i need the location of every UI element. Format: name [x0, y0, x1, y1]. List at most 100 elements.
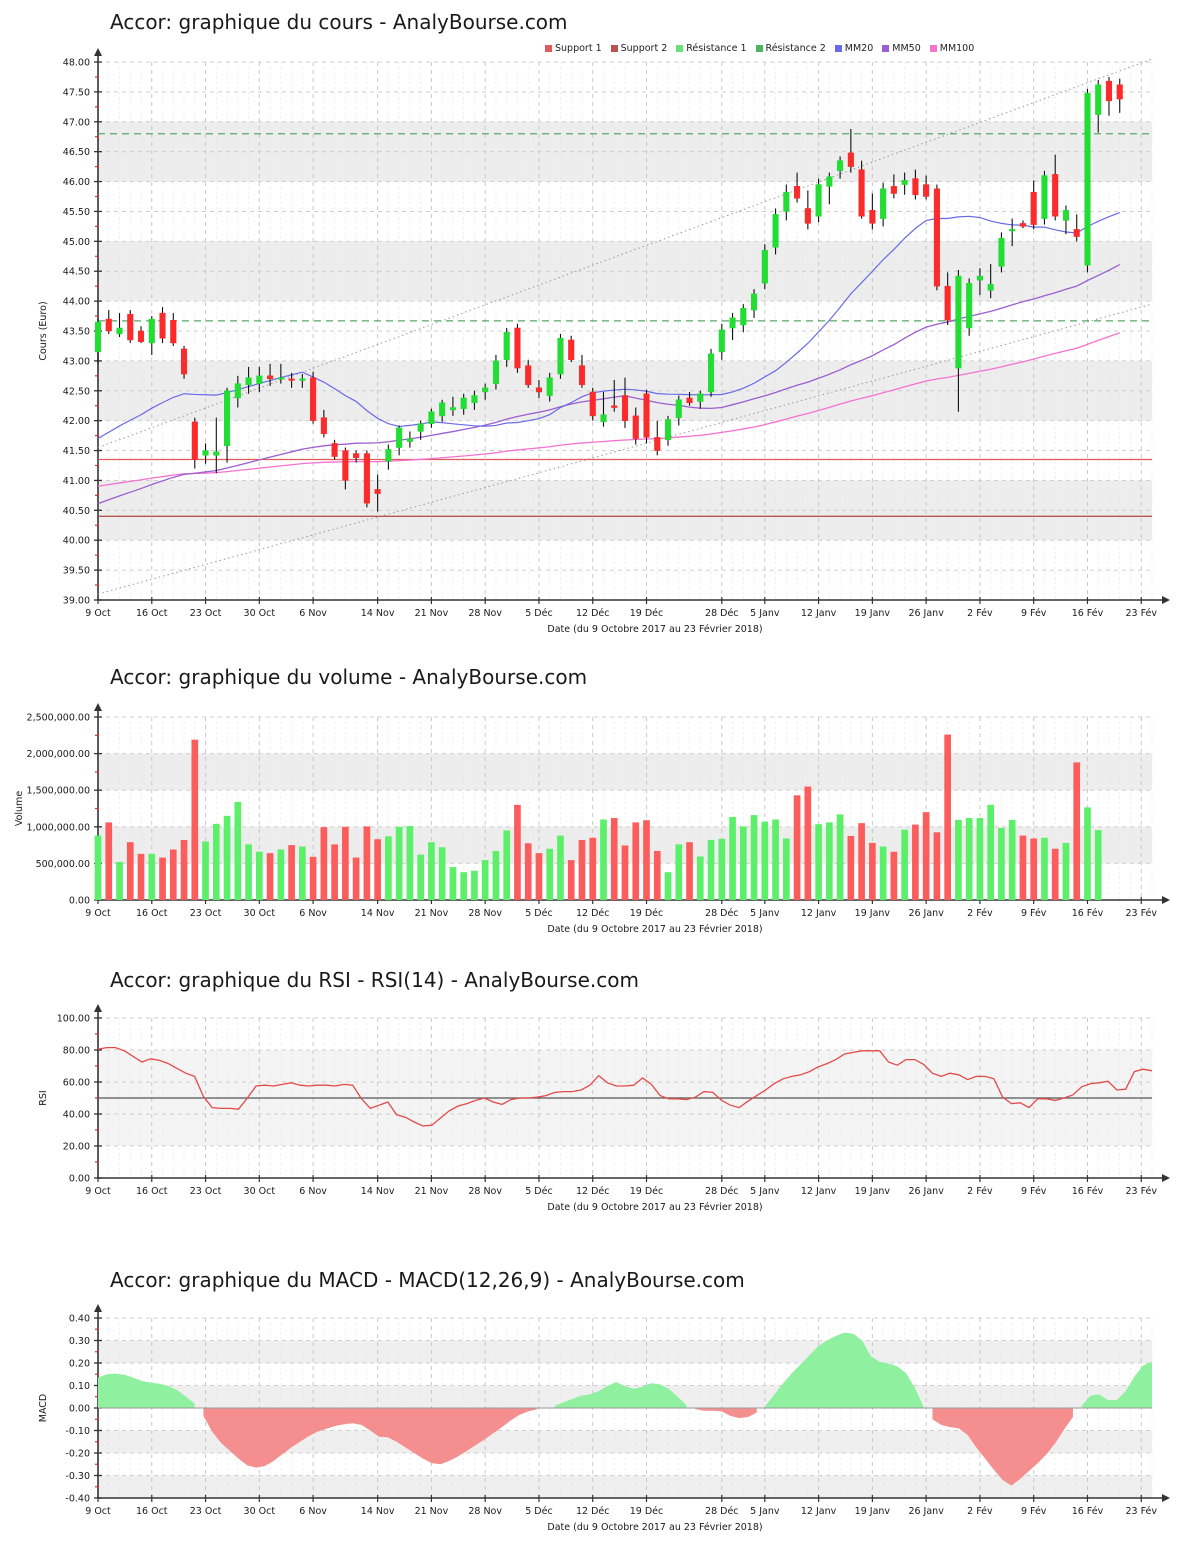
candle-body: [664, 419, 672, 441]
candlestick: [1116, 78, 1123, 113]
volume-bar: [578, 839, 586, 900]
candlestick: [804, 190, 811, 230]
macd-positive-area: [554, 1382, 687, 1408]
volume-bar: [976, 818, 984, 900]
x-tick-label: 5 Déc: [525, 1506, 552, 1517]
macd-band: [98, 1475, 1152, 1498]
legend-swatch-icon: [755, 45, 763, 52]
volume-bar: [266, 853, 274, 900]
x-tick-label: 28 Déc: [705, 908, 739, 919]
x-tick-label: 23 Oct: [190, 1506, 222, 1517]
candlestick: [116, 313, 123, 337]
candle-body: [578, 365, 586, 386]
legend-swatch-icon: [882, 45, 890, 52]
volume-bar: [718, 838, 726, 900]
candle-body: [342, 450, 349, 481]
candle-body: [729, 317, 736, 329]
candle-body: [944, 285, 951, 321]
candlestick: [406, 431, 413, 448]
volume-bar: [417, 854, 424, 900]
x-tick-label: 23 Fév: [1125, 1506, 1157, 1517]
candle-body: [783, 192, 790, 212]
x-tick-label: 28 Déc: [705, 1506, 739, 1517]
volume-bar: [342, 826, 349, 900]
macd-chart-title: Accor: graphique du MACD - MACD(12,26,9)…: [110, 1268, 745, 1292]
volume-bar: [159, 857, 166, 900]
candlestick: [159, 307, 166, 343]
x-tick-label: 12 Janv: [801, 1186, 837, 1197]
y-tick-label: 39.50: [63, 566, 90, 577]
y-axis-arrow-icon: [94, 1004, 102, 1012]
x-tick-label: 28 Nov: [468, 1186, 502, 1197]
y-tick-label: 0.00: [69, 1404, 90, 1415]
y-tick-label: 2,000,000.00: [27, 749, 90, 760]
x-tick-label: 12 Déc: [576, 608, 610, 619]
candlestick: [460, 393, 467, 415]
y-tick-label: 41.00: [63, 476, 90, 487]
candle-body: [740, 308, 747, 326]
price-band: [98, 121, 1152, 182]
y-axis-arrow-icon: [94, 48, 102, 56]
candle-body: [600, 414, 607, 423]
candlestick: [180, 345, 188, 379]
candlestick: [191, 417, 198, 469]
candle-body: [643, 393, 650, 438]
trend-channel-upper: [97, 58, 1153, 449]
candle-body: [320, 417, 327, 435]
volume-bar: [385, 836, 392, 900]
volume-bar: [137, 853, 145, 900]
legend-entry-1: Support 2: [610, 43, 667, 54]
x-tick-label: 26 Janv: [908, 608, 944, 619]
candlestick: [955, 270, 962, 412]
candle-body: [288, 378, 295, 381]
volume-bar: [1030, 838, 1038, 900]
candle-body: [267, 375, 274, 380]
candlestick: [94, 319, 102, 364]
candle-body: [1041, 175, 1048, 219]
volume-bar: [481, 860, 489, 900]
x-axis-title: Date (du 9 Octobre 2017 au 23 Février 20…: [547, 924, 762, 935]
candlestick: [557, 333, 564, 379]
volume-bar: [686, 842, 693, 900]
candlestick: [374, 474, 381, 512]
candlestick: [148, 316, 155, 355]
macd-negative-area: [203, 1408, 538, 1468]
candle-body: [1073, 229, 1080, 237]
x-axis-arrow-icon: [1162, 896, 1170, 904]
x-tick-label: 14 Nov: [361, 1506, 395, 1517]
volume-bar: [610, 818, 618, 900]
y-tick-label: 20.00: [63, 1142, 90, 1153]
candle-body: [256, 375, 263, 384]
x-tick-label: 2 Fév: [967, 608, 993, 619]
legend-label: MM50: [892, 43, 921, 54]
volume-bar: [600, 819, 607, 900]
candlestick: [417, 420, 424, 440]
x-axis-arrow-icon: [1162, 1174, 1170, 1182]
candle-body: [471, 395, 478, 403]
x-tick-label: 16 Fév: [1072, 908, 1104, 919]
candle-body: [1019, 223, 1026, 227]
macd-band: [98, 1340, 1152, 1363]
candle-body: [331, 443, 338, 457]
x-tick-label: 5 Déc: [525, 908, 552, 919]
candle-body: [568, 339, 575, 360]
x-tick-label: 12 Déc: [576, 1186, 610, 1197]
candle-body: [245, 377, 252, 386]
volume-bar: [320, 827, 328, 900]
volume-bar: [202, 841, 209, 900]
volume-bar: [126, 842, 134, 900]
candlestick: [1073, 214, 1080, 242]
volume-bar: [567, 860, 575, 900]
candlestick: [600, 391, 607, 427]
candle-body: [804, 208, 811, 224]
candle-body: [159, 312, 166, 339]
volume-bar: [739, 826, 747, 900]
candle-body: [826, 176, 833, 187]
x-tick-label: 12 Déc: [576, 908, 610, 919]
volume-bar: [352, 857, 360, 900]
volume-bar: [288, 845, 295, 900]
candle-body: [998, 238, 1005, 267]
x-tick-label: 28 Déc: [705, 1186, 739, 1197]
candle-body: [277, 377, 284, 380]
y-tick-label: 40.00: [63, 536, 90, 547]
